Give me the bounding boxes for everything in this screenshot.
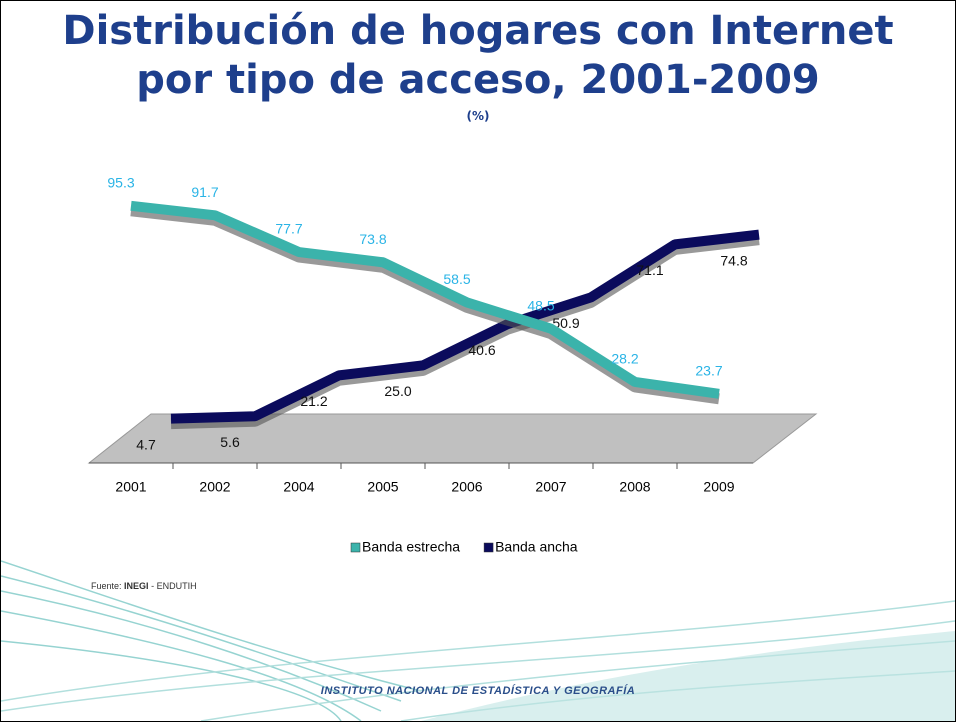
x-tick-label: 2002 xyxy=(199,479,230,495)
x-tick-label: 2007 xyxy=(535,479,566,495)
data-label: 40.6 xyxy=(468,342,495,358)
data-label: 73.8 xyxy=(359,231,386,247)
legend-label: Banda estrecha xyxy=(362,539,460,555)
data-label: 23.7 xyxy=(695,362,722,378)
data-label: 25.0 xyxy=(384,383,411,399)
data-label: 58.5 xyxy=(443,271,470,287)
x-tick-label: 2004 xyxy=(283,479,314,495)
source-label: Fuente: xyxy=(91,581,122,591)
x-tick-label: 2001 xyxy=(115,479,146,495)
source-detail: - ENDUTIH xyxy=(151,581,197,591)
data-label: 95.3 xyxy=(107,175,134,191)
data-label: 77.7 xyxy=(275,221,302,237)
legend-label: Banda ancha xyxy=(495,539,578,555)
x-tick-label: 2005 xyxy=(367,479,398,495)
title: Distribución de hogares con Internet por… xyxy=(21,7,935,105)
data-label: 28.2 xyxy=(611,351,638,367)
source-org: INEGI xyxy=(124,581,149,591)
data-label: 71.1 xyxy=(636,262,663,278)
data-label: 5.6 xyxy=(220,434,240,450)
legend: Banda estrecha Banda ancha xyxy=(351,539,578,555)
data-label: 91.7 xyxy=(191,184,218,200)
data-label: 74.8 xyxy=(720,252,747,268)
data-label: 4.7 xyxy=(136,436,156,452)
subtitle: (%) xyxy=(1,109,955,123)
legend-swatch xyxy=(351,543,360,552)
x-tick-label: 2008 xyxy=(619,479,650,495)
x-tick-label: 2006 xyxy=(451,479,482,495)
slide: 2001 2002 2004 2005 2006 2007 2008 2009 4.7 5.6 21… xyxy=(0,0,956,722)
source: Fuente: INEGI - ENDUTIH xyxy=(91,581,197,591)
data-label: 21.2 xyxy=(300,393,327,409)
legend-swatch xyxy=(484,543,493,552)
data-label: 48.5 xyxy=(527,297,554,313)
x-tick-label: 2009 xyxy=(703,479,734,495)
footer: INSTITUTO NACIONAL DE ESTADÍSTICA Y GEOG… xyxy=(1,685,955,697)
